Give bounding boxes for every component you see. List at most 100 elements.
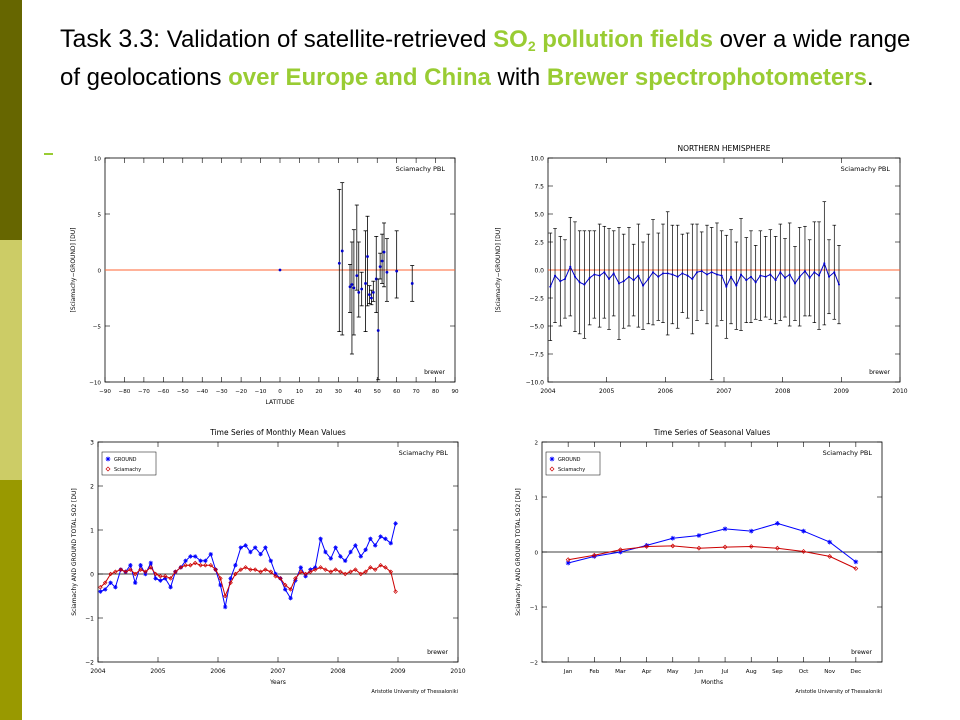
series-marker-sciamachy bbox=[298, 569, 304, 575]
series-marker-sciamachy bbox=[198, 562, 203, 568]
x-tick-label: Oct bbox=[799, 669, 809, 675]
y-tick-label: 5.0 bbox=[534, 212, 544, 219]
data-point bbox=[671, 273, 674, 276]
title-task: Task 3.3: bbox=[60, 25, 161, 53]
legend-label-sciamachy: Sciamachy bbox=[558, 467, 585, 473]
x-tick-label: 60 bbox=[393, 389, 401, 395]
data-point bbox=[657, 275, 660, 278]
series-marker-ground bbox=[383, 536, 388, 541]
series-marker-sciamachy bbox=[328, 569, 334, 575]
series-marker-sciamachy bbox=[282, 582, 288, 588]
side-bar-top bbox=[0, 0, 22, 240]
title-part6: Brewer spectrophotometers bbox=[546, 64, 867, 91]
data-point bbox=[749, 275, 752, 278]
series-marker-ground bbox=[363, 547, 368, 552]
data-point bbox=[759, 274, 762, 277]
data-point bbox=[573, 275, 576, 278]
series-marker-ground bbox=[218, 582, 223, 588]
data-point bbox=[808, 276, 811, 279]
x-tick-label: 2010 bbox=[450, 668, 465, 675]
x-tick-label: Aug bbox=[746, 669, 757, 675]
series-marker-ground bbox=[153, 576, 158, 581]
series-marker-ground bbox=[670, 535, 676, 541]
x-tick-label: 2007 bbox=[716, 388, 731, 395]
series-marker-sciamachy bbox=[288, 587, 293, 592]
series-marker-ground bbox=[138, 563, 143, 568]
y-tick-label: 7.5 bbox=[534, 184, 544, 191]
data-point bbox=[608, 277, 611, 280]
side-bar-bottom bbox=[0, 480, 22, 720]
chart-northern-hemisphere: −10.0 −7.5 −5.0 −2.5 0.0 2.5 5.0 7.5 10.0 2004 200… bbox=[495, 144, 908, 395]
series-marker-ground bbox=[388, 541, 393, 546]
y-tick-label: −2 bbox=[530, 661, 538, 667]
data-point bbox=[588, 276, 591, 279]
x-tick-label: 0 bbox=[278, 389, 282, 395]
data-point bbox=[798, 275, 801, 278]
title-part4: over Europe and China bbox=[228, 64, 491, 91]
data-point bbox=[366, 255, 369, 258]
data-point bbox=[784, 276, 787, 279]
data-point bbox=[278, 268, 282, 272]
legend-box bbox=[545, 451, 601, 476]
data-point bbox=[382, 250, 386, 254]
series-marker-ground bbox=[774, 521, 780, 526]
series-marker-sciamachy bbox=[188, 562, 193, 568]
series-marker-ground bbox=[98, 589, 103, 594]
y-tick-label: 3 bbox=[90, 440, 94, 447]
legend-marker-sciamachy bbox=[105, 466, 111, 472]
y-tick-label: −10 bbox=[89, 381, 101, 387]
data-point bbox=[385, 270, 389, 274]
series-marker-sciamachy bbox=[696, 545, 702, 551]
x-tick-label: 2008 bbox=[775, 388, 790, 395]
title-part3: over a wide range of geolocations bbox=[60, 26, 911, 91]
x-tick-label: 2006 bbox=[210, 668, 225, 675]
series-marker-ground bbox=[128, 563, 133, 568]
series-marker-sciamachy bbox=[348, 569, 353, 575]
series-marker-ground bbox=[348, 549, 353, 555]
data-point bbox=[617, 282, 620, 285]
series-marker-sciamachy bbox=[143, 569, 148, 575]
series-marker-sciamachy bbox=[118, 567, 124, 572]
series-marker-sciamachy bbox=[102, 580, 108, 586]
title-part1: Validation of satellite-retrieved bbox=[160, 26, 494, 53]
data-point bbox=[769, 273, 772, 276]
data-point bbox=[598, 274, 601, 277]
y-tick-label: 0 bbox=[90, 572, 94, 579]
legend-marker-sciamachy bbox=[549, 466, 555, 472]
x-tick-label: 70 bbox=[413, 389, 421, 395]
series-marker-sciamachy bbox=[273, 573, 278, 579]
y-tick-label: −5 bbox=[93, 325, 102, 331]
chart-footer: brewer bbox=[427, 649, 448, 656]
data-point bbox=[740, 273, 743, 276]
series-marker-ground bbox=[208, 552, 213, 557]
series-marker-sciamachy bbox=[393, 589, 398, 594]
x-axis-label: Years bbox=[269, 679, 286, 686]
series-marker-sciamachy bbox=[333, 567, 338, 572]
title-part5: with bbox=[490, 64, 547, 91]
x-tick-label: 2005 bbox=[599, 388, 614, 395]
data-point bbox=[410, 282, 414, 285]
series-marker-sciamachy bbox=[591, 552, 597, 558]
series-marker-sciamachy bbox=[252, 567, 258, 572]
data-point bbox=[583, 283, 586, 286]
y-tick-label: 10.0 bbox=[531, 156, 545, 163]
series-marker-ground bbox=[233, 563, 238, 568]
series-marker-sciamachy bbox=[278, 576, 283, 581]
data-point bbox=[745, 279, 748, 282]
y-axis-label: Sciamachy AND GROUND TOTAL SO2 [DU] bbox=[515, 488, 522, 616]
y-tick-label: 0 bbox=[534, 551, 538, 557]
y-tick-label: −7.5 bbox=[529, 352, 544, 359]
series-marker-sciamachy bbox=[378, 562, 383, 568]
y-tick-label: −1 bbox=[85, 616, 94, 623]
chart-title: Time Series of Seasonal Values bbox=[653, 428, 771, 437]
series-marker-sciamachy bbox=[178, 565, 184, 570]
series-marker-sciamachy bbox=[312, 567, 318, 572]
data-point bbox=[357, 291, 361, 294]
series-marker-sciamachy bbox=[670, 543, 676, 549]
data-point bbox=[642, 284, 645, 287]
series-marker-sciamachy bbox=[222, 593, 228, 599]
series-marker-sciamachy bbox=[132, 571, 138, 577]
y-tick-label: −10.0 bbox=[526, 380, 545, 387]
chart-tag: Sciamachy PBL bbox=[841, 165, 891, 173]
